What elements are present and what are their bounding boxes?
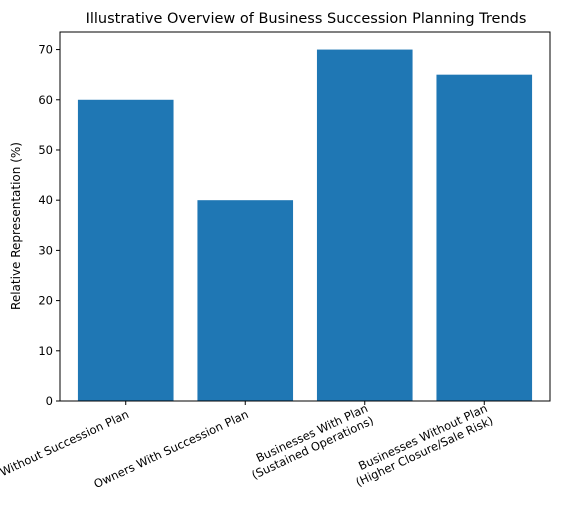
y-tick-label: 30	[38, 243, 53, 257]
bars-group	[77, 49, 533, 402]
chart-title: Illustrative Overview of Business Succes…	[86, 11, 527, 27]
y-axis-label: Relative Representation (%)	[9, 142, 23, 310]
bar	[316, 49, 413, 401]
y-tick-label: 10	[38, 344, 53, 358]
y-tick-label: 20	[38, 294, 53, 308]
bar	[436, 74, 533, 402]
y-tick-label: 0	[46, 394, 53, 408]
y-axis: 0 10 20 30 40 50 60 70	[38, 43, 60, 408]
y-tick-label: 50	[38, 143, 53, 157]
y-tick-label: 70	[38, 43, 53, 57]
x-tick-label: Businesses With Plan(Sustained Operation…	[244, 401, 376, 482]
y-tick-label: 40	[38, 193, 53, 207]
x-tick-label: Owners Without Succession Plan	[0, 407, 131, 499]
bar	[77, 99, 174, 401]
y-tick-label: 60	[38, 93, 53, 107]
bar	[197, 200, 294, 401]
x-tick-label-line: Owners Without Succession Plan	[0, 407, 131, 499]
plot-frame	[59, 31, 551, 402]
